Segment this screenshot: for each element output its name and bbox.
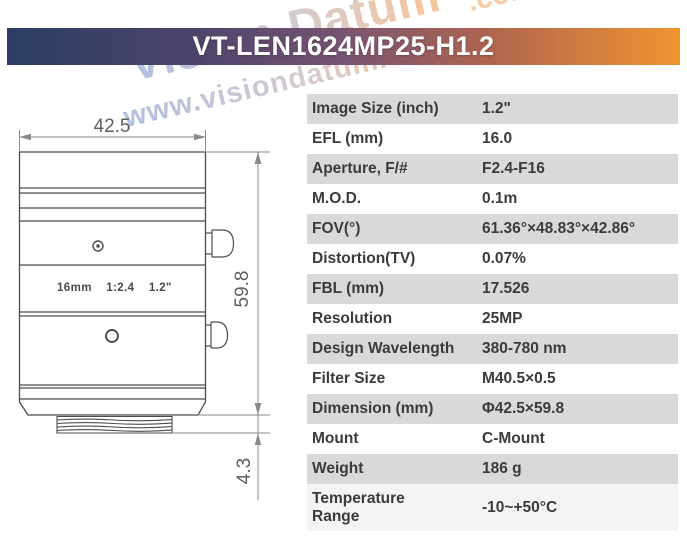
dimension-height-label: 59.8 [232,271,253,308]
spec-value: 61.36°×48.83°×42.86° [482,220,636,237]
spec-row-mod: M.O.D. 0.1m [307,184,678,214]
spec-label: Image Size (inch) [312,100,439,117]
spec-value: 25MP [482,310,523,327]
spec-value: -10~+50°C [482,498,558,516]
spec-value: F2.4-F16 [482,160,545,177]
set-screw-upper-dot [96,244,100,248]
spec-row-resolution: Resolution 25MP [307,304,678,334]
lens-marking: 16mm 1:2.4 1.2" [57,282,172,294]
spec-value: 0.1m [482,190,518,207]
arrowhead-down [254,403,262,415]
mount-thread [56,415,173,434]
spec-label: FBL (mm) [312,280,385,297]
spec-label: Aperture, F/# [312,160,408,177]
lens-technical-drawing: 42.5 [0,100,300,545]
lock-knob-lower [205,321,229,349]
spec-label: Mount [312,430,359,447]
spec-row-fbl: FBL (mm) 17.526 [307,274,678,304]
arrowhead-left [19,133,31,141]
spec-value: 0.07% [482,250,526,267]
spec-value: 186 g [482,460,522,477]
spec-row-mount: Mount C-Mount [307,424,678,454]
spec-value: 17.526 [482,280,530,297]
spec-label: Weight [312,460,364,477]
spec-label: Filter Size [312,370,386,387]
spec-value: 16.0 [482,130,513,147]
dimension-width-lines [19,130,206,151]
arrowhead-up [254,152,262,164]
spec-value: 380-780 nm [482,340,567,357]
product-title-banner: VT-LEN1624MP25-H1.2 [7,28,680,65]
spec-label: Temperature Range [312,489,405,525]
spec-row-image-size: Image Size (inch) 1.2" [307,94,678,124]
lock-knob-upper [205,229,235,258]
spec-label: M.O.D. [312,190,362,207]
spec-label: FOV(°) [312,220,361,237]
spec-row-aperture: Aperture, F/# F2.4-F16 [307,154,678,184]
spec-row-weight: Weight 186 g [307,454,678,484]
spec-table: Image Size (inch) 1.2" EFL (mm) 16.0 Ape… [307,94,678,531]
spec-value: C-Mount [482,430,545,447]
spec-label: Resolution [312,310,393,327]
set-screw-lower [105,329,119,343]
spec-label: Dimension (mm) [312,400,434,417]
spec-row-wavelength: Design Wavelength 380-780 nm [307,334,678,364]
watermark-fragment-text: .com [465,0,538,19]
product-title: VT-LEN1624MP25-H1.2 [192,31,495,61]
dimension-width-label: 42.5 [94,116,131,137]
arrowhead-thread [254,433,262,445]
spec-row-temperature: Temperature Range -10~+50°C [307,484,678,531]
lens-body-outline [18,151,207,416]
lens-drawing-svg: 42.5 [18,116,270,500]
dimension-thread-lines [172,415,270,500]
spec-value: 1.2" [482,100,511,117]
spec-row-filter-size: Filter Size M40.5×0.5 [307,364,678,394]
arrowhead-right [194,133,206,141]
spec-row-fov: FOV(°) 61.36°×48.83°×42.86° [307,214,678,244]
spec-label: EFL (mm) [312,130,384,147]
spec-row-distortion: Distortion(TV) 0.07% [307,244,678,274]
spec-value: M40.5×0.5 [482,370,556,387]
spec-value: Φ42.5×59.8 [482,400,565,417]
dimension-thread-label: 4.3 [234,458,255,484]
spec-label: Design Wavelength [312,340,455,357]
spec-row-efl: EFL (mm) 16.0 [307,124,678,154]
spec-row-dimension: Dimension (mm) Φ42.5×59.8 [307,394,678,424]
set-screw-upper [92,240,104,252]
spec-label: Distortion(TV) [312,250,416,267]
